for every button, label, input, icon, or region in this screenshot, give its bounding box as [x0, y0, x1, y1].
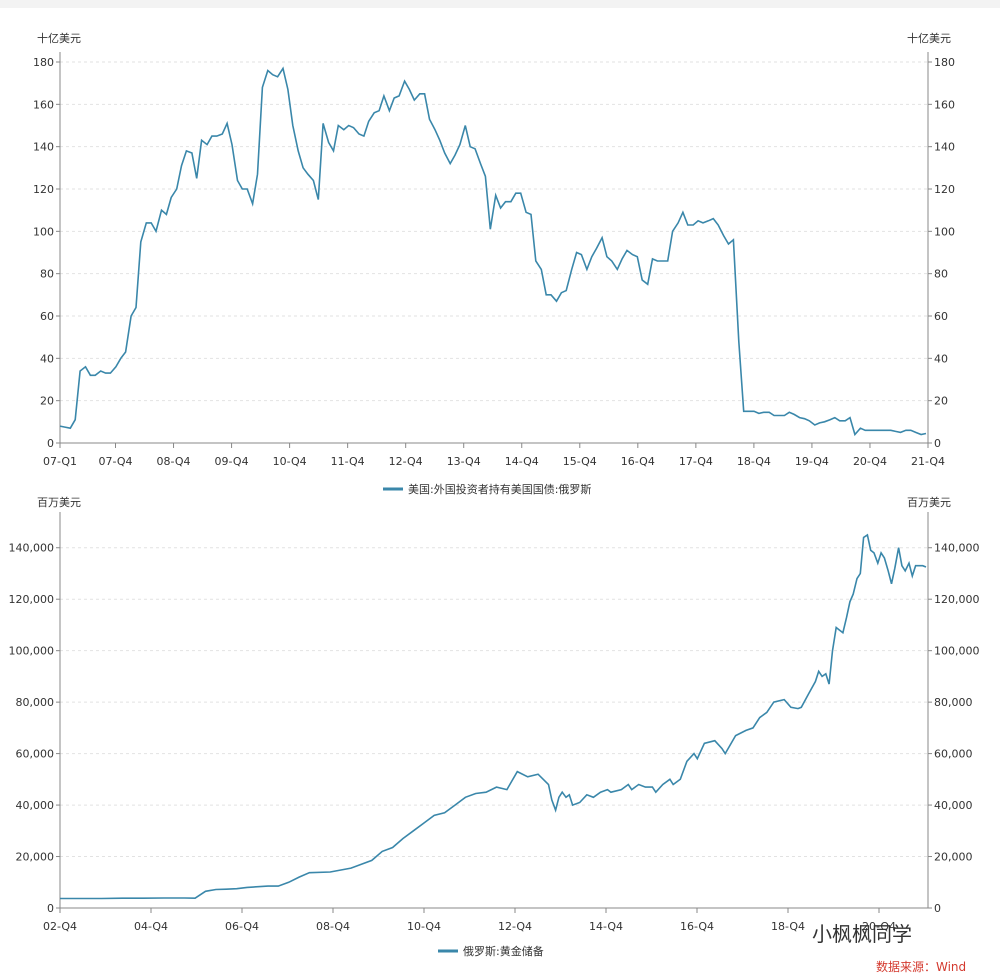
x-ticks: 07-Q1 07-Q4 08-Q4 09-Q4 10-Q4 11-Q4 12-Q4 13-Q4… — [43, 443, 945, 468]
left-unit-label: 百万美元 — [37, 496, 81, 509]
x-tick-label: 17-Q4 — [679, 455, 713, 468]
x-tick-label: 10-Q4 — [273, 455, 307, 468]
x-tick-label: 15-Q4 — [563, 455, 597, 468]
right-unit-label: 百万美元 — [907, 496, 951, 509]
y-tick-label: 180 — [934, 56, 955, 69]
y-tick-label: 120,000 — [934, 593, 980, 606]
x-tick-label: 08-Q4 — [316, 920, 350, 933]
left-y-ticks: 0 20 40 60 80 100 120 140 160 180 — [33, 56, 60, 450]
x-tick-label: 07-Q4 — [98, 455, 132, 468]
y-tick-label: 140 — [33, 141, 54, 154]
y-tick-label: 0 — [934, 437, 941, 450]
y-tick-label: 80,000 — [16, 696, 55, 709]
x-tick-label: 21-Q4 — [911, 455, 945, 468]
x-tick-label: 07-Q1 — [43, 455, 77, 468]
y-tick-label: 120 — [934, 183, 955, 196]
x-tick-label: 20-Q4 — [853, 455, 887, 468]
axes — [59, 52, 929, 444]
y-tick-label: 120 — [33, 183, 54, 196]
y-tick-label: 120,000 — [9, 593, 55, 606]
x-tick-label: 18-Q4 — [737, 455, 771, 468]
right-unit-label: 十亿美元 — [907, 31, 951, 45]
x-tick-label: 18-Q4 — [771, 920, 805, 933]
x-tick-label: 09-Q4 — [215, 455, 249, 468]
chart-russia-gold-reserves: 百万美元 百万美元 0 20,000 40,000 60,000 80,000 100,0… — [9, 496, 980, 958]
legend-label: 美国:外国投资者持有美国国债:俄罗斯 — [408, 482, 591, 496]
x-ticks: 02-Q4 04-Q4 06-Q4 08-Q4 10-Q4 12-Q4 14-Q4 16-Q4… — [43, 908, 896, 933]
y-tick-label: 140,000 — [934, 542, 980, 555]
left-unit-label: 十亿美元 — [37, 31, 81, 45]
y-tick-label: 60,000 — [16, 748, 55, 761]
watermark-text: 小枫枫同学 — [812, 922, 912, 946]
y-tick-label: 20 — [40, 395, 54, 408]
y-tick-label: 160 — [33, 98, 54, 111]
grid — [60, 547, 928, 858]
y-tick-label: 100,000 — [934, 645, 980, 658]
y-tick-label: 20,000 — [16, 851, 55, 864]
y-tick-label: 140 — [934, 141, 955, 154]
y-tick-label: 40,000 — [934, 799, 973, 812]
grid — [60, 61, 928, 402]
y-tick-label: 40,000 — [16, 799, 55, 812]
y-tick-label: 60 — [40, 310, 54, 323]
x-tick-label: 04-Q4 — [134, 920, 168, 933]
y-tick-label: 0 — [47, 902, 54, 915]
source-label: 数据来源：Wind — [876, 960, 967, 974]
x-tick-label: 13-Q4 — [447, 455, 481, 468]
x-tick-label: 16-Q4 — [680, 920, 714, 933]
x-tick-label: 11-Q4 — [331, 455, 365, 468]
y-tick-label: 100 — [934, 225, 955, 238]
x-tick-label: 12-Q4 — [498, 920, 532, 933]
x-tick-label: 14-Q4 — [505, 455, 539, 468]
y-tick-label: 0 — [934, 902, 941, 915]
left-y-ticks: 0 20,000 40,000 60,000 80,000 100,000 120,000 1… — [9, 542, 60, 915]
chart-us-treasury-russia: 十亿美元 十亿美元 0 20 40 60 80 100 120 140 160 180 0 20 40… — [33, 31, 955, 496]
legend[interactable]: 俄罗斯:黄金储备 — [438, 944, 544, 958]
y-tick-label: 100 — [33, 225, 54, 238]
x-tick-label: 16-Q4 — [621, 455, 655, 468]
y-tick-label: 80 — [934, 268, 948, 281]
y-tick-label: 140,000 — [9, 542, 55, 555]
x-tick-label: 10-Q4 — [407, 920, 441, 933]
x-tick-label: 20-Q4 — [862, 920, 896, 933]
y-tick-label: 60 — [934, 310, 948, 323]
y-tick-label: 60,000 — [934, 748, 973, 761]
x-tick-label: 08-Q4 — [157, 455, 191, 468]
right-y-ticks: 0 20,000 40,000 60,000 80,000 100,000 120,000 1… — [928, 542, 980, 915]
x-tick-label: 12-Q4 — [389, 455, 423, 468]
x-tick-label: 14-Q4 — [589, 920, 623, 933]
y-tick-label: 180 — [33, 56, 54, 69]
x-tick-label: 19-Q4 — [795, 455, 829, 468]
top-strip — [0, 0, 1000, 8]
y-tick-label: 40 — [40, 352, 54, 365]
series-line — [59, 66, 927, 437]
y-tick-label: 80 — [40, 268, 54, 281]
legend[interactable]: 美国:外国投资者持有美国国债:俄罗斯 — [383, 482, 591, 496]
y-tick-label: 20 — [934, 395, 948, 408]
y-tick-label: 160 — [934, 98, 955, 111]
x-tick-label: 02-Q4 — [43, 920, 77, 933]
y-tick-label: 100,000 — [9, 645, 55, 658]
y-tick-label: 0 — [47, 437, 54, 450]
y-tick-label: 80,000 — [934, 696, 973, 709]
y-tick-label: 20,000 — [934, 851, 973, 864]
axes — [59, 512, 929, 909]
x-tick-label: 06-Q4 — [225, 920, 259, 933]
y-tick-label: 40 — [934, 352, 948, 365]
series-line — [60, 533, 927, 900]
legend-label: 俄罗斯:黄金储备 — [463, 944, 544, 958]
right-y-ticks: 0 20 40 60 80 100 120 140 160 180 — [928, 56, 955, 450]
